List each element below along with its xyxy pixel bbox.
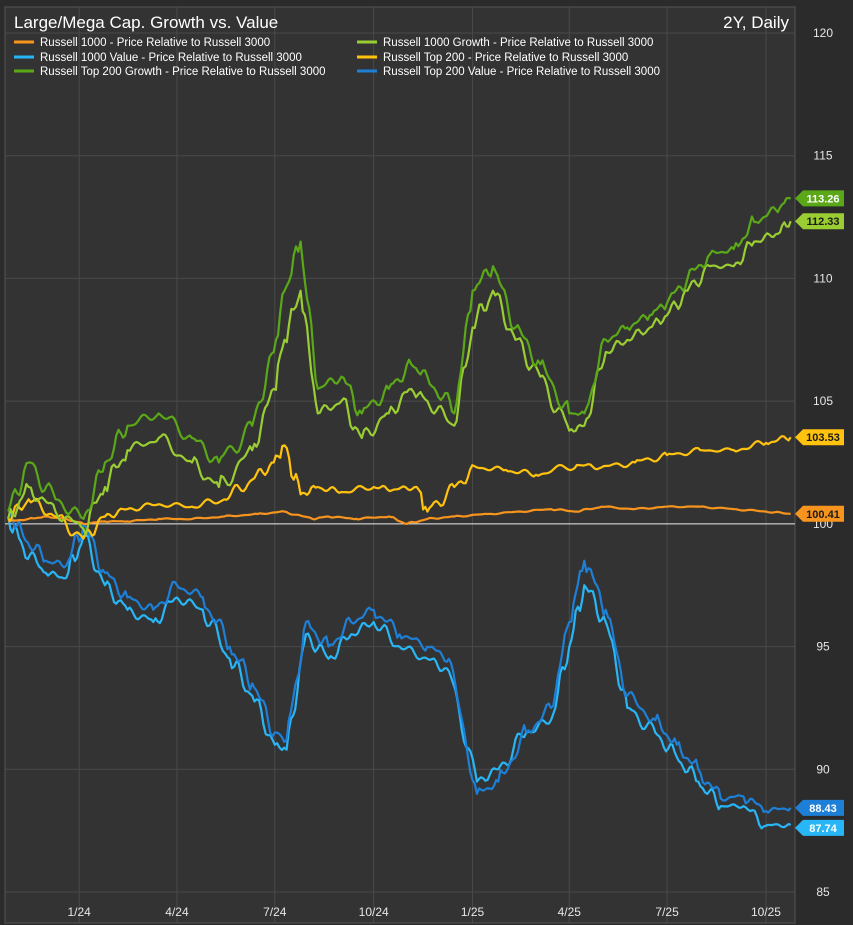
series-line	[7, 516, 792, 830]
last-value-label: 88.43	[809, 803, 837, 815]
last-value-flag	[795, 190, 844, 207]
legend-label: Russell 1000 - Price Relative to Russell…	[40, 37, 270, 49]
last-value-flag	[795, 505, 844, 522]
series-line	[7, 505, 791, 526]
x-tick-label: 7/24	[263, 905, 287, 919]
y-tick-label: 115	[813, 149, 832, 163]
series-lines	[7, 196, 792, 830]
x-tick-label: 4/24	[165, 905, 189, 919]
legend-label: Russell Top 200 Growth - Price Relative …	[40, 66, 326, 78]
x-tick-label: 1/25	[461, 905, 485, 919]
legend-label: Russell 1000 Value - Price Relative to R…	[40, 52, 302, 64]
last-value-flag	[795, 819, 844, 836]
y-tick-label: 90	[816, 762, 830, 776]
y-tick-label: 120	[813, 26, 833, 40]
y-tick-label: 95	[816, 640, 830, 654]
x-axis-ticks: 1/24 4/24 7/24 10/24 1/25 4/25 7/25 10/25	[67, 905, 781, 919]
last-value-flags: 113.26 112.33 103.53 100.41 88.43 87.74	[795, 190, 844, 836]
last-value-flag	[795, 213, 844, 230]
legend-label: Russell 1000 Growth - Price Relative to …	[383, 37, 653, 49]
last-value-label: 100.41	[806, 509, 840, 521]
last-value-label: 103.53	[806, 432, 840, 444]
x-tick-label: 7/25	[655, 905, 679, 919]
series-line	[7, 508, 792, 814]
legend-label: Russell Top 200 - Price Relative to Russ…	[383, 52, 628, 64]
series-line	[7, 196, 791, 520]
chart-title: Large/Mega Cap. Growth vs. Value	[14, 13, 278, 32]
x-tick-label: 10/24	[359, 905, 389, 919]
grid	[5, 7, 795, 923]
x-tick-label: 4/25	[558, 905, 582, 919]
plot-area	[4, 6, 796, 924]
y-tick-label: 85	[816, 885, 830, 899]
last-value-flag	[795, 429, 844, 446]
legend: Russell 1000 - Price Relative to Russell…	[14, 37, 660, 78]
x-tick-label: 10/25	[751, 905, 781, 919]
y-tick-label: 110	[813, 271, 832, 285]
series-line	[7, 435, 792, 540]
last-value-label: 112.33	[806, 216, 839, 228]
last-value-flag	[795, 799, 844, 816]
legend-label: Russell Top 200 Value - Price Relative t…	[383, 66, 660, 78]
last-value-label: 87.74	[809, 823, 837, 835]
period-label: 2Y, Daily	[723, 13, 789, 32]
series-line	[7, 220, 792, 537]
y-tick-label: 105	[813, 394, 833, 408]
x-tick-label: 1/24	[67, 905, 91, 919]
last-value-label: 113.26	[806, 193, 839, 205]
